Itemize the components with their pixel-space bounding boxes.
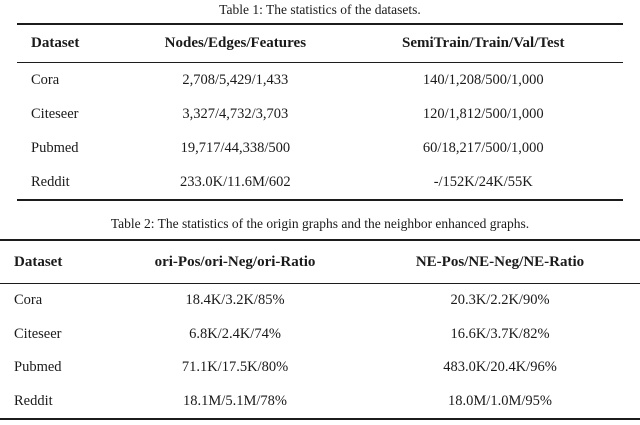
column-header-ne-pos-neg-ratio: NE-Pos/NE-Neg/NE-Ratio [415, 253, 585, 270]
table-cell: 2,708/5,429/1,433 [182, 71, 289, 88]
table-cell: 6.8K/2.4K/74% [189, 325, 281, 342]
table-cell: 483.0K/20.4K/96% [443, 359, 557, 376]
table-cell: 16.6K/3.7K/82% [450, 325, 550, 342]
table-row: Cora 18.4K/3.2K/85% 20.3K/2.2K/90% [0, 284, 640, 318]
table1-caption: Table 1: The statistics of the datasets. [219, 2, 421, 17]
table-cell: 19,717/44,338/500 [180, 139, 291, 156]
datasets-statistics-table: Dataset Nodes/Edges/Features SemiTrain/T… [17, 23, 623, 201]
table-cell: -/152K/24K/55K [433, 173, 533, 190]
table-cell: Citeseer [14, 325, 62, 342]
table-cell: 71.1K/17.5K/80% [181, 359, 289, 376]
table-cell: 18.4K/3.2K/85% [185, 292, 285, 309]
table-cell: 20.3K/2.2K/90% [450, 292, 550, 309]
table-row: Cora 2,708/5,429/1,433 140/1,208/500/1,0… [17, 63, 623, 98]
table-row: Citeseer 3,327/4,732/3,703 120/1,812/500… [17, 97, 623, 131]
table-row: Reddit 233.0K/11.6M/602 -/152K/24K/55K [17, 165, 623, 200]
table-cell: Pubmed [14, 359, 62, 376]
table-row: Citeseer 6.8K/2.4K/74% 16.6K/3.7K/82% [0, 318, 640, 352]
graphs-statistics-table: Dataset ori-Pos/ori-Neg/ori-Ratio NE-Pos… [0, 239, 640, 420]
column-header-nodes-edges-features: Nodes/Edges/Features [164, 35, 307, 51]
table-cell: 18.0M/1.0M/95% [448, 392, 552, 409]
table-cell: 120/1,812/500/1,000 [422, 105, 544, 122]
table-cell: Reddit [14, 392, 53, 409]
column-header-ori-pos-neg-ratio: ori-Pos/ori-Neg/ori-Ratio [154, 253, 316, 270]
table-cell: 3,327/4,732/3,703 [182, 105, 289, 122]
table-row: Pubmed 71.1K/17.5K/80% 483.0K/20.4K/96% [0, 351, 640, 385]
table-row: Reddit 18.1M/5.1M/78% 18.0M/1.0M/95% [0, 385, 640, 420]
table-header-row: Dataset ori-Pos/ori-Neg/ori-Ratio NE-Pos… [0, 240, 640, 284]
table-cell: 60/18,217/500/1,000 [422, 139, 544, 156]
table-row: Pubmed 19,717/44,338/500 60/18,217/500/1… [17, 131, 623, 165]
table-cell: Citeseer [31, 105, 79, 122]
table-cell: Pubmed [31, 139, 79, 156]
table1-container: Dataset Nodes/Edges/Features SemiTrain/T… [0, 23, 640, 201]
table-cell: Cora [31, 71, 60, 88]
table-cell: 140/1,208/500/1,000 [422, 71, 544, 88]
column-header-semitrain-train-val-test: SemiTrain/Train/Val/Test [401, 35, 565, 51]
table-cell: Reddit [31, 173, 70, 190]
table-cell: 18.1M/5.1M/78% [183, 392, 287, 409]
table-cell: 233.0K/11.6M/602 [180, 173, 291, 190]
table-header-row: Dataset Nodes/Edges/Features SemiTrain/T… [17, 24, 623, 63]
table-cell: Cora [14, 292, 43, 309]
column-header-dataset: Dataset [14, 253, 63, 270]
table2-caption: Table 2: The statistics of the origin gr… [110, 216, 530, 231]
column-header-dataset: Dataset [31, 35, 80, 51]
